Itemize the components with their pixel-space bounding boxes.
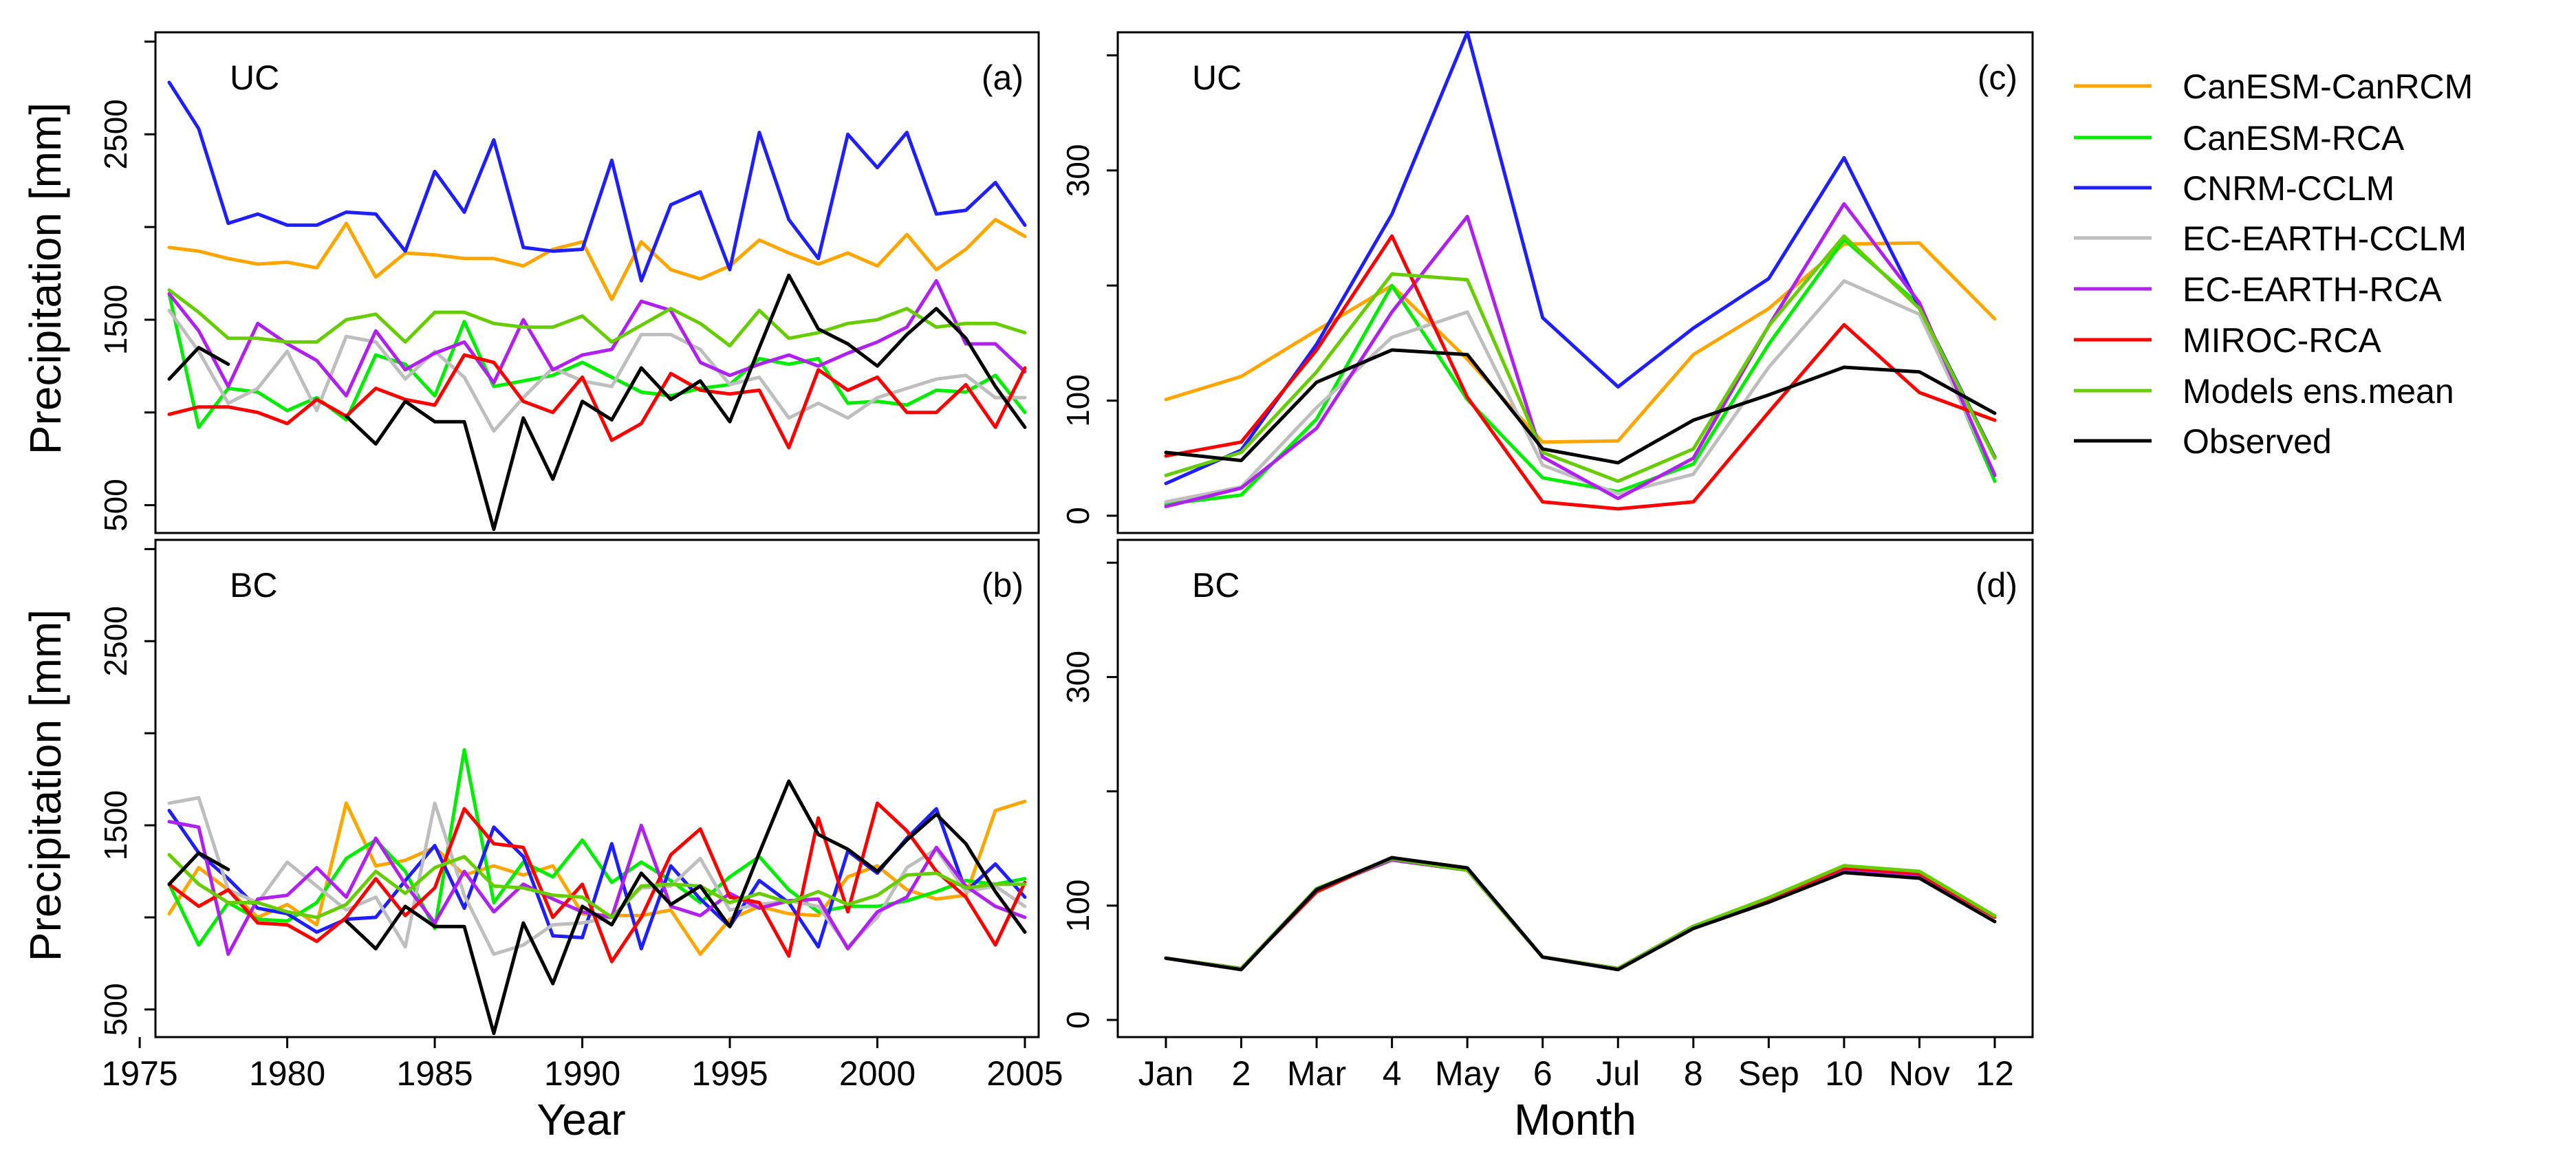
legend-item: MIROC-RCA: [2074, 321, 2382, 360]
series-line-miroc-rca: [1164, 234, 1997, 511]
x-tick-label: 1985: [396, 1054, 473, 1093]
series-line-ec-earth-cclm: [1164, 279, 1997, 504]
x-tick-label: 4: [1383, 1054, 1402, 1093]
legend-label: CanESM-RCA: [2183, 119, 2405, 157]
series-line-observed: [167, 273, 1027, 532]
panel-a: 500 1500 2500 UC (a): [98, 31, 1040, 534]
x-tick-label: Mar: [1287, 1054, 1346, 1093]
series-line-canesm-canrcm: [1164, 241, 1997, 444]
xlabel-month: Month: [1514, 1095, 1636, 1144]
legend-label: Observed: [2183, 422, 2332, 461]
legend-item: CNRM-CCLM: [2074, 169, 2394, 208]
series-line-observed: [1164, 348, 1997, 465]
legend-label: EC-EARTH-RCA: [2183, 270, 2443, 309]
series-line-models-ens-mean: [167, 288, 1027, 348]
series-line-ec-earth-rca: [167, 279, 1027, 398]
x-tick-label: 1980: [249, 1054, 325, 1093]
y-tick-label: 2500: [98, 99, 133, 169]
series-line-observed: [1164, 856, 1997, 972]
y-tick-label: 100: [1060, 879, 1096, 932]
series-line-models-ens-mean: [1164, 234, 1997, 483]
legend-item: CanESM-CanRCM: [2074, 67, 2473, 106]
legend-item: EC-EARTH-CCLM: [2074, 219, 2467, 258]
series-line-miroc-rca: [167, 801, 1027, 963]
legend-label: Models ens.mean: [2183, 372, 2454, 411]
plot-frame: [154, 538, 1040, 1038]
series-line-cnrm-cclm: [167, 80, 1027, 283]
y-tick-label: 500: [98, 983, 133, 1036]
x-tick-label: 2: [1232, 1054, 1251, 1093]
x-tick-label: 8: [1684, 1054, 1703, 1093]
x-tick-label: 12: [1976, 1054, 2014, 1093]
x-tick-label: 6: [1533, 1054, 1552, 1093]
y-tick-label: 0: [1060, 507, 1096, 525]
x-tick-label: 1995: [691, 1054, 768, 1093]
panel-label: (c): [1978, 58, 2017, 97]
x-tick-label: 1990: [544, 1054, 620, 1093]
y-tick-label: 300: [1060, 651, 1096, 704]
xlabel-year: Year: [537, 1095, 625, 1144]
panel-title: BC: [230, 566, 277, 605]
panel-d: 0 100 300 Jan 2 Mar 4 May 6 Jul 8 Sep 10 Nov 12 BC (d): [1060, 538, 2034, 1093]
y-tick-label: 100: [1060, 374, 1096, 427]
y-tick-label: 500: [98, 479, 133, 532]
x-tick-label: Sep: [1738, 1054, 1799, 1093]
series-line-ec-earth-rca: [1164, 202, 1997, 508]
y-tick-label: 1500: [98, 790, 133, 860]
legend-label: MIROC-RCA: [2183, 321, 2382, 360]
panel-label: (d): [1976, 566, 2017, 605]
series-line-canesm-canrcm: [167, 217, 1027, 301]
legend-item: Models ens.mean: [2074, 372, 2454, 411]
legend-item: Observed: [2074, 422, 2332, 461]
plot-frame: [154, 31, 1040, 534]
legend-label: EC-EARTH-CCLM: [2183, 219, 2467, 258]
panel-title: UC: [1192, 58, 1242, 97]
legend-item: CanESM-RCA: [2074, 119, 2405, 157]
legend-label: CNRM-CCLM: [2183, 169, 2394, 208]
ylabel-top: Precipitation [mm]: [21, 102, 70, 455]
y-tick-label: 300: [1060, 144, 1096, 197]
series-line-ec-earth-cclm: [167, 308, 1027, 433]
y-tick-label: 1500: [98, 285, 133, 355]
y-tick-label: 2500: [98, 606, 133, 676]
x-tick-label: 1975: [101, 1054, 177, 1093]
legend: CanESM-CanRCM CanESM-RCA CNRM-CCLM EC-EA…: [2074, 67, 2473, 461]
panel-title: UC: [230, 58, 279, 97]
x-tick-label: Jul: [1596, 1054, 1640, 1093]
ylabel-bottom: Precipitation [mm]: [21, 609, 70, 961]
series-line-observed: [167, 779, 1027, 1036]
x-tick-label: 2000: [839, 1054, 916, 1093]
plot-frame: [1116, 31, 2034, 534]
legend-item: EC-EARTH-RCA: [2074, 270, 2443, 309]
x-tick-label: Nov: [1889, 1054, 1950, 1093]
panel-label: (a): [982, 58, 1024, 97]
plot-frame: [1116, 538, 2034, 1038]
panel-c: 0 100 300 UC (c): [1060, 30, 2034, 534]
series-line-models-ens-mean: [167, 853, 1027, 919]
y-tick-label: 0: [1060, 1011, 1096, 1029]
x-tick-label: 10: [1825, 1054, 1863, 1093]
series-line-canesm-rca: [167, 748, 1027, 947]
x-tick-label: 2005: [986, 1054, 1063, 1093]
panel-label: (b): [982, 566, 1024, 605]
panel-title: BC: [1192, 566, 1240, 605]
series-line-canesm-rca: [1164, 237, 1997, 506]
series-line-cnrm-cclm: [1164, 30, 1997, 486]
x-tick-label: Jan: [1138, 1054, 1194, 1093]
x-tick-label: May: [1435, 1054, 1500, 1093]
panel-b: 500 1500 2500 1975 1980 1985 1990 1995 2000 2005 B…: [98, 538, 1063, 1093]
legend-label: CanESM-CanRCM: [2183, 67, 2473, 106]
